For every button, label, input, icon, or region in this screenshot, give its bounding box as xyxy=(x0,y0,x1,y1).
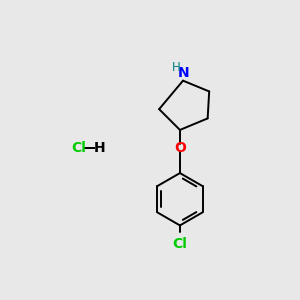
Text: H: H xyxy=(172,61,181,74)
Text: Cl: Cl xyxy=(71,141,86,155)
Text: H: H xyxy=(93,141,105,155)
Text: O: O xyxy=(174,141,186,155)
Text: N: N xyxy=(178,66,190,80)
Text: Cl: Cl xyxy=(172,237,188,251)
